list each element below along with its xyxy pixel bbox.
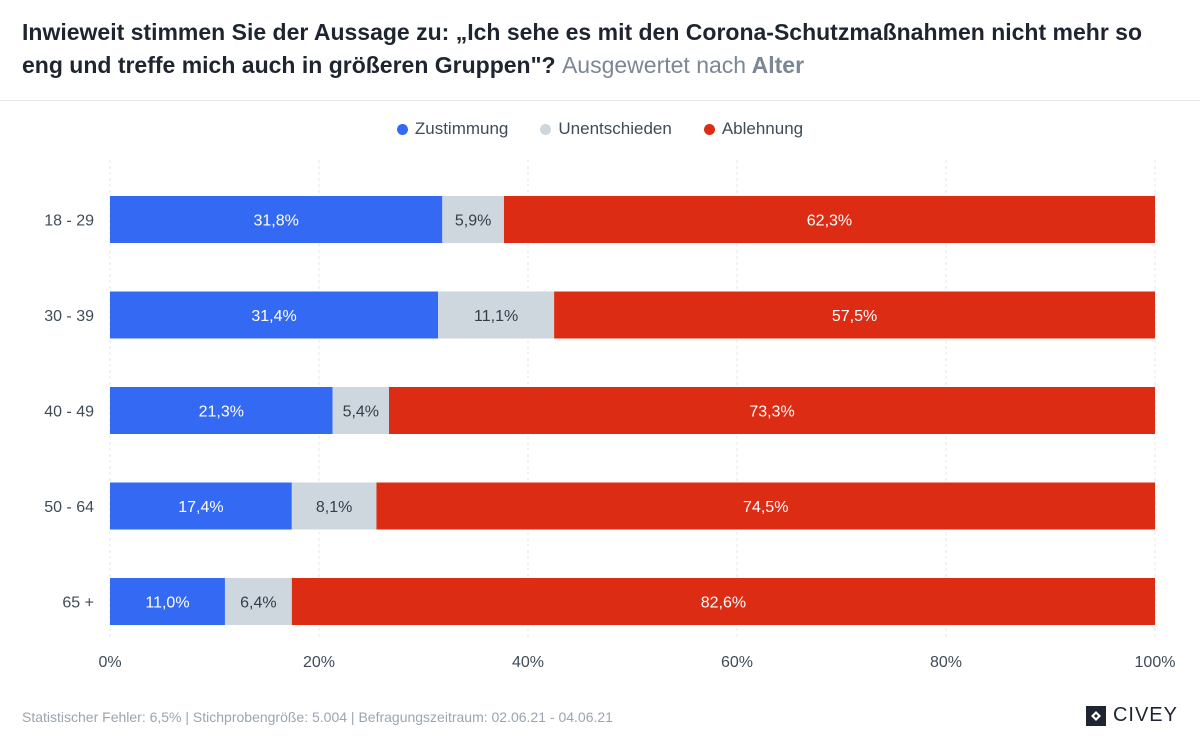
civey-logo-icon xyxy=(1085,705,1106,726)
x-tick-label-1: 20% xyxy=(303,654,335,671)
bar-zustimmung-2 xyxy=(110,387,333,434)
chart-subtitle-strong: Alter xyxy=(751,52,805,78)
category-label-2: 40 - 49 xyxy=(44,404,94,421)
bar-label-unentschieden-4: 6,4% xyxy=(240,595,276,612)
chart-legend: Zustimmung Unentschieden Ablehnung xyxy=(0,119,1200,139)
legend-dot-zustimmung xyxy=(396,123,408,135)
category-label-4: 65 + xyxy=(62,595,94,612)
bar-zustimmung-3 xyxy=(110,482,292,530)
x-tick-label-4: 80% xyxy=(930,654,962,671)
bar-label-unentschieden-3: 8,1% xyxy=(316,499,352,516)
bar-zustimmung-0 xyxy=(110,196,443,243)
bar-unentschieden-2 xyxy=(332,387,390,434)
bar-unentschieden-1 xyxy=(438,291,555,339)
x-tick-label-3: 60% xyxy=(721,654,753,671)
stacked-bar-chart: 18 - 29 31,8% 5,9% 62,3% 30 - 39 31,4% 11,1% 57… xyxy=(44,160,1176,671)
bar-label-ablehnung-0: 62,3% xyxy=(807,213,852,230)
bar-ablehnung-0 xyxy=(503,196,1156,243)
bar-ablehnung-2 xyxy=(389,387,1155,434)
bar-label-ablehnung-3: 74,5% xyxy=(743,499,788,516)
legend-dot-ablehnung xyxy=(703,123,715,135)
chart-title: Inwieweit stimmen Sie der Aussage zu: „I… xyxy=(22,16,1182,82)
chart-subtitle-prefix: Ausgewertet nach xyxy=(561,52,747,78)
legend-item-unentschieden[interactable]: Unentschieden xyxy=(540,119,672,139)
brand-name: CIVEY xyxy=(1112,704,1178,726)
bar-label-zustimmung-4: 11,0% xyxy=(145,595,189,612)
bar-label-ablehnung-1: 57,5% xyxy=(832,308,877,325)
bar-zustimmung-4 xyxy=(110,578,225,625)
bar-ablehnung-4 xyxy=(291,578,1156,625)
footer-meta: Statistischer Fehler: 6,5% | Stichproben… xyxy=(22,709,613,725)
brand-logo[interactable]: CIVEY xyxy=(1085,704,1178,727)
category-label-3: 50 - 64 xyxy=(44,499,94,516)
x-tick-label-2: 40% xyxy=(512,654,544,671)
x-tick-label-0: 0% xyxy=(98,654,121,671)
legend-label-ablehnung: Ablehnung xyxy=(721,119,804,138)
legend-item-ablehnung[interactable]: Ablehnung xyxy=(703,119,804,139)
bar-label-zustimmung-2: 21,3% xyxy=(199,404,244,421)
bar-label-unentschieden-1: 11,1% xyxy=(474,308,518,325)
bar-label-unentschieden-2: 5,4% xyxy=(343,404,379,421)
bar-unentschieden-4 xyxy=(224,578,292,625)
bar-label-zustimmung-1: 31,4% xyxy=(251,308,296,325)
bar-label-zustimmung-3: 17,4% xyxy=(178,499,223,516)
bar-label-ablehnung-4: 82,6% xyxy=(701,595,746,612)
legend-item-zustimmung[interactable]: Zustimmung xyxy=(396,119,509,139)
bar-label-ablehnung-2: 73,3% xyxy=(749,404,794,421)
chart-title-text: Inwieweit stimmen Sie der Aussage zu: „I… xyxy=(22,19,1143,78)
header-divider xyxy=(0,100,1200,101)
bar-ablehnung-1 xyxy=(554,291,1155,339)
bar-zustimmung-1 xyxy=(110,291,439,339)
bar-unentschieden-0 xyxy=(442,196,504,243)
category-label-0: 18 - 29 xyxy=(44,213,94,230)
legend-label-unentschieden: Unentschieden xyxy=(558,119,672,138)
bar-label-zustimmung-0: 31,8% xyxy=(253,213,298,230)
category-label-1: 30 - 39 xyxy=(44,308,94,325)
legend-label-zustimmung: Zustimmung xyxy=(414,119,509,138)
bar-label-unentschieden-0: 5,9% xyxy=(455,213,491,230)
x-tick-label-5: 100% xyxy=(1135,654,1176,671)
bar-ablehnung-3 xyxy=(376,482,1156,530)
legend-dot-unentschieden xyxy=(540,123,552,135)
bar-unentschieden-3 xyxy=(291,482,377,530)
